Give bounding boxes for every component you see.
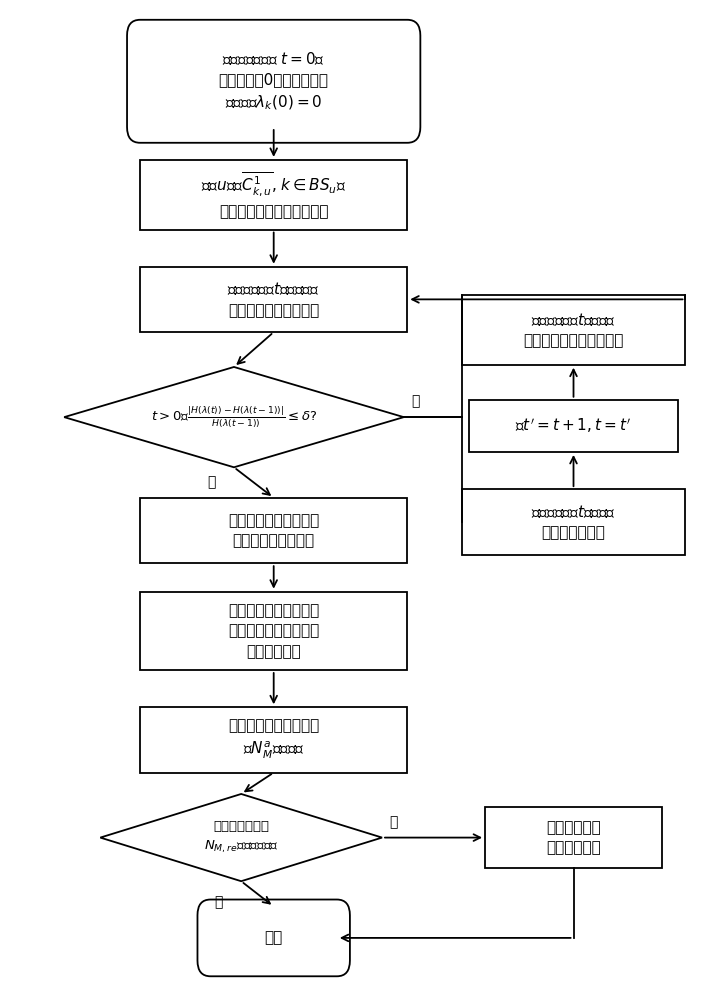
Text: 是: 是 <box>215 896 223 910</box>
Text: 宏基站计算第$t$次迭代时每
个用户的关联基站情况: 宏基站计算第$t$次迭代时每 个用户的关联基站情况 <box>227 281 320 318</box>
Bar <box>462 295 686 365</box>
Bar <box>140 267 408 332</box>
Text: 初始化迭代次数 $t=0$，
每个基站第0次迭代的拉格
朗日因子$\lambda_k(0)=0$: 初始化迭代次数 $t=0$， 每个基站第0次迭代的拉格 朗日因子$\lambda… <box>218 50 329 112</box>
Text: $t>0$且$\frac{|H(\lambda(t))-H(\lambda(t-1))|}{H(\lambda(t-1))}\leq\delta$?: $t>0$且$\frac{|H(\lambda(t))-H(\lambda(t-… <box>151 404 317 430</box>
Text: 否: 否 <box>411 394 419 408</box>
FancyBboxPatch shape <box>197 900 350 976</box>
Polygon shape <box>100 794 382 881</box>
Text: 宏基站更新第$t$次迭代时
历史次梯度方向: 宏基站更新第$t$次迭代时 历史次梯度方向 <box>531 503 616 540</box>
Text: 家庭基站为关联到它的
用户进行子信道分配: 家庭基站为关联到它的 用户进行子信道分配 <box>228 513 320 548</box>
Text: 是: 是 <box>207 476 216 490</box>
Text: 否: 否 <box>389 815 397 829</box>
Bar <box>140 160 408 230</box>
Bar <box>140 498 408 563</box>
Text: 将剩余的子信
道分给宏用户: 将剩余的子信 道分给宏用户 <box>546 820 601 855</box>
Text: 剩余子信道集合
$N_{M,re}$是否为空集？: 剩余子信道集合 $N_{M,re}$是否为空集？ <box>204 820 278 855</box>
FancyBboxPatch shape <box>127 20 420 143</box>
Text: 宏基站为每个宏用户在
每个子信道上选择一个
参考家庭基站: 宏基站为每个宏用户在 每个子信道上选择一个 参考家庭基站 <box>228 603 320 659</box>
Text: 宏基站为每个宏用户分
配$N^a_M$个子信道: 宏基站为每个宏用户分 配$N^a_M$个子信道 <box>228 719 320 761</box>
Bar <box>469 400 678 452</box>
Polygon shape <box>64 367 404 467</box>
Bar <box>140 707 408 773</box>
Text: 宏基站更新第$t$次迭代时
每个基站的拉格朗日因子: 宏基站更新第$t$次迭代时 每个基站的拉格朗日因子 <box>523 311 624 348</box>
Text: 用户$u$计算$\overline{C^1_{k,u}}$, $k\in BS_u$，
并将这些速率上报给宏基站: 用户$u$计算$\overline{C^1_{k,u}}$, $k\in BS_… <box>201 171 347 219</box>
Text: 结束: 结束 <box>264 930 282 945</box>
Bar <box>140 592 408 670</box>
Text: 令$t'=t+1, t=t'$: 令$t'=t+1, t=t'$ <box>515 417 632 435</box>
Bar <box>462 489 686 555</box>
Bar <box>485 807 662 868</box>
